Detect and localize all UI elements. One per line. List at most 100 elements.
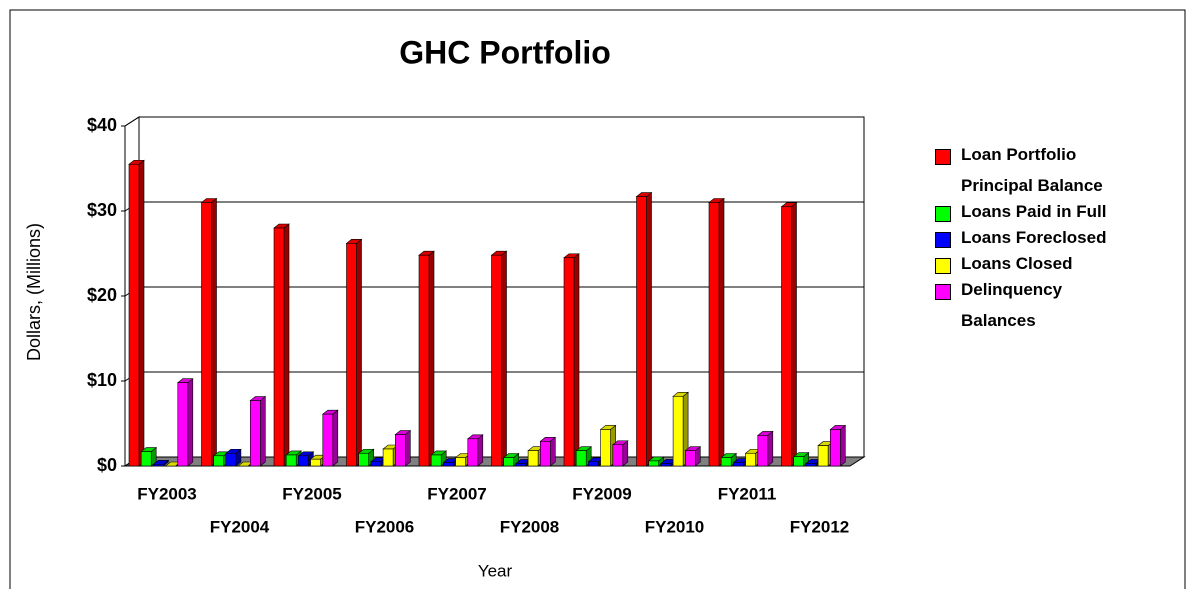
- legend-item: Loans Foreclosed: [935, 228, 1135, 253]
- y-tick-label: $10: [87, 370, 117, 390]
- bar: [600, 429, 611, 467]
- bar: [213, 455, 224, 467]
- bar: [648, 460, 660, 467]
- legend-swatch: [935, 149, 951, 165]
- legend-swatch: [935, 206, 951, 222]
- y-tick-label: $0: [97, 455, 117, 475]
- bar: [225, 452, 237, 467]
- bar: [757, 435, 769, 467]
- legend-item: Loans Closed: [935, 254, 1135, 279]
- bar-side: [211, 197, 217, 467]
- bar-side: [138, 159, 145, 467]
- bar-side: [573, 253, 580, 467]
- bar: [346, 243, 357, 467]
- legend-swatch: [935, 232, 951, 248]
- bar-side: [718, 197, 725, 467]
- bar: [430, 454, 442, 467]
- bar: [455, 457, 466, 467]
- bar: [128, 163, 140, 467]
- legend-item: Delinquency Balances: [935, 280, 1135, 336]
- bar-side: [839, 424, 846, 467]
- bar: [394, 434, 406, 467]
- bar: [684, 450, 696, 467]
- y-tick-label: $40: [87, 115, 117, 135]
- x-tick-label: FY2004: [210, 517, 270, 536]
- bar: [708, 202, 720, 467]
- bar: [298, 455, 309, 467]
- bar: [322, 413, 334, 467]
- bar: [829, 429, 841, 467]
- legend-label: Delinquency Balances: [961, 280, 1063, 330]
- legend-swatch: [935, 284, 951, 300]
- bar: [370, 461, 382, 467]
- y-axis-title: Dollars, (Millions): [24, 223, 44, 361]
- bar: [527, 450, 539, 467]
- x-tick-label: FY2006: [355, 517, 415, 536]
- bar: [285, 454, 297, 467]
- bar: [443, 462, 454, 467]
- legend-label: Loan Portfolio Principal Balance: [961, 145, 1103, 195]
- bar-side: [187, 378, 194, 467]
- x-tick-label: FY2009: [572, 484, 632, 503]
- bar: [781, 206, 792, 467]
- bar: [793, 456, 805, 467]
- bar: [273, 227, 285, 467]
- bar: [733, 462, 744, 467]
- x-axis-title: Year: [478, 561, 513, 580]
- legend-item: Loan Portfolio Principal Balance: [935, 145, 1135, 201]
- bar-side: [259, 395, 266, 467]
- bar: [177, 382, 189, 467]
- legend-label: Loans Closed: [961, 254, 1073, 273]
- bar: [745, 452, 756, 467]
- bar: [612, 444, 624, 467]
- y-tick-label: $30: [87, 200, 117, 220]
- x-tick-label: FY2010: [645, 517, 705, 536]
- bar: [382, 448, 394, 467]
- bar-side: [332, 409, 339, 467]
- bar: [539, 441, 551, 467]
- bar: [250, 400, 261, 467]
- grid-line: [124, 116, 864, 127]
- x-tick-label: FY2012: [790, 517, 850, 536]
- bar-side: [767, 430, 774, 467]
- bar: [418, 254, 430, 467]
- x-tick-label: FY2007: [427, 484, 487, 503]
- bar-side: [428, 250, 435, 467]
- y-tick-label: $20: [87, 285, 117, 305]
- bar: [201, 202, 212, 467]
- x-tick-label: FY2003: [137, 484, 197, 503]
- bar-side: [791, 202, 797, 467]
- bar: [153, 463, 164, 467]
- bar-side: [283, 223, 290, 467]
- bar-side: [404, 429, 411, 467]
- bar-side: [477, 434, 484, 467]
- legend: Loan Portfolio Principal Balance Loans Pa…: [935, 145, 1135, 338]
- bar: [491, 254, 502, 467]
- bar: [672, 395, 684, 467]
- x-tick-label: FY2005: [282, 484, 342, 503]
- bar: [575, 450, 587, 467]
- bar: [140, 451, 152, 467]
- bar: [805, 463, 817, 467]
- bar: [515, 463, 527, 467]
- bar: [636, 196, 647, 467]
- bar-side: [646, 191, 652, 467]
- bar: [563, 257, 575, 467]
- x-tick-label: FY2008: [500, 517, 560, 536]
- legend-label: Loans Foreclosed: [961, 228, 1107, 247]
- bar: [467, 438, 479, 467]
- frame: [9, 9, 1186, 589]
- bar: [660, 463, 672, 467]
- bar: [588, 461, 599, 467]
- bar: [503, 457, 515, 467]
- chart-title: GHC Portfolio: [399, 34, 611, 70]
- bar-side: [501, 250, 507, 467]
- bar: [358, 452, 370, 467]
- bar: [817, 445, 829, 467]
- bar: [310, 458, 321, 467]
- bar-side: [622, 440, 629, 467]
- bar-side: [549, 436, 556, 467]
- bar-side: [356, 238, 362, 467]
